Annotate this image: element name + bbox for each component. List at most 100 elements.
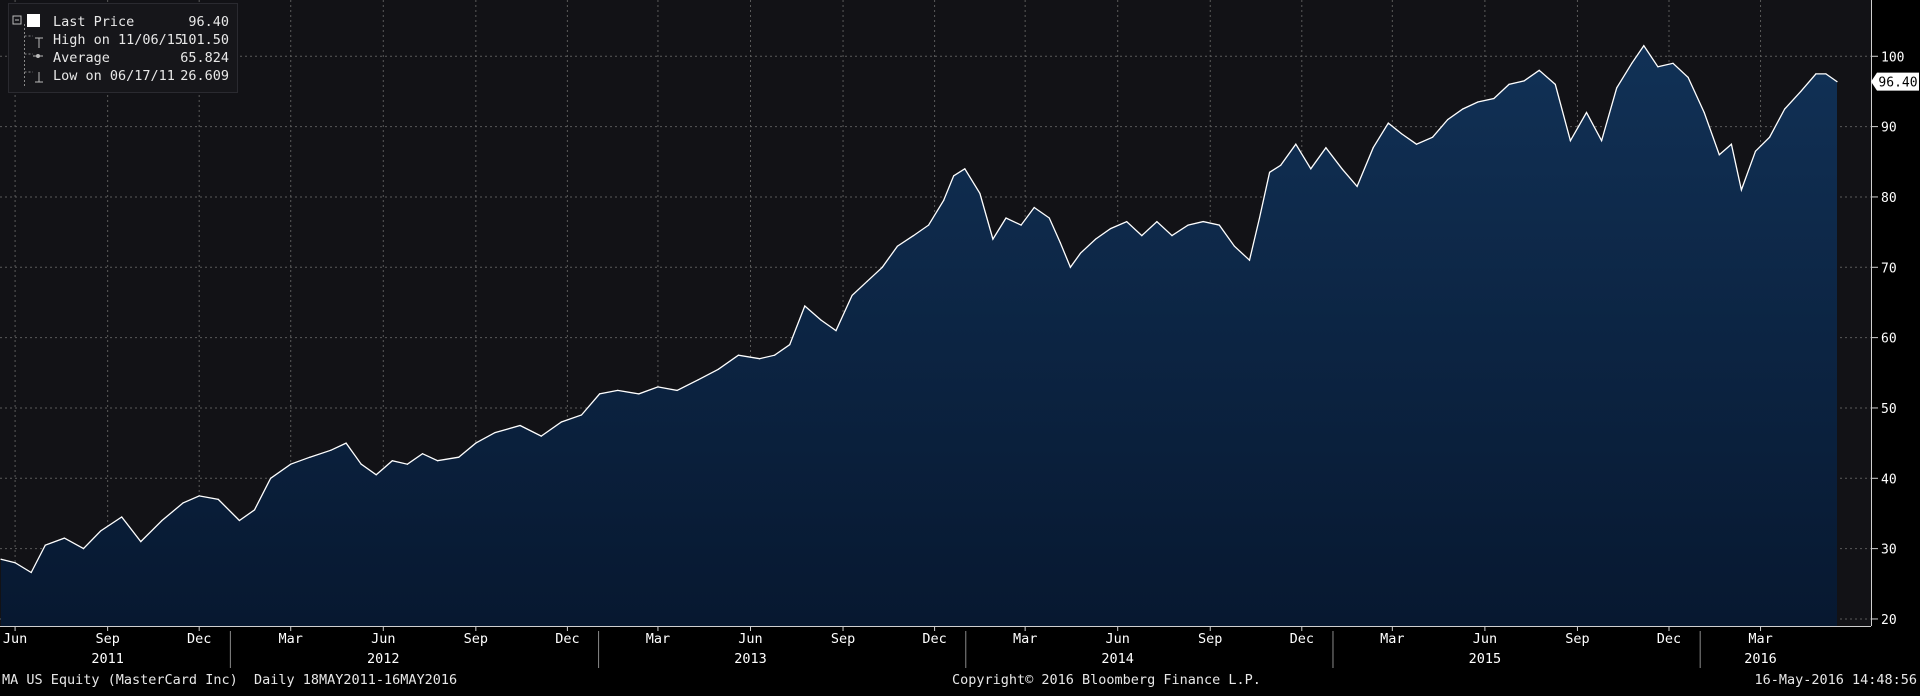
price-point	[1718, 154, 1720, 156]
price-point	[580, 414, 583, 416]
price-point	[943, 199, 945, 202]
price-point	[1110, 227, 1112, 230]
x-month-label: Jun	[738, 631, 762, 647]
price-point	[0, 558, 2, 560]
price-point	[1156, 220, 1158, 223]
price-point	[992, 238, 994, 240]
price-point	[1585, 111, 1588, 114]
x-axis: Jun Sep Dec Mar Jun Sep Dec Mar Jun Sep Dec Mar Jun S…	[3, 626, 1777, 668]
price-point	[1825, 73, 1827, 75]
price-point	[1616, 87, 1618, 89]
ticker-label: MA US Equity (MasterCard Inc)	[2, 672, 238, 688]
legend-tree-icon	[12, 14, 43, 86]
price-point	[866, 280, 868, 282]
price-point	[1768, 136, 1771, 138]
x-year-label: 2015	[1469, 651, 1502, 667]
price-point	[676, 389, 678, 391]
x-month-label: Mar	[646, 631, 670, 647]
price-point	[1400, 133, 1402, 135]
price-point	[1740, 189, 1743, 191]
price-point	[912, 235, 915, 237]
last-price-tag-label: 96.40	[1878, 76, 1917, 91]
price-point	[290, 463, 292, 465]
price-point	[140, 540, 142, 543]
price-point	[1233, 245, 1235, 247]
price-point	[1754, 150, 1757, 152]
price-point	[1141, 235, 1143, 237]
price-point	[1730, 143, 1732, 145]
x-month-label: Mar	[1748, 631, 1772, 647]
x-month-label: Jun	[371, 631, 395, 647]
x-month-label: Sep	[1198, 631, 1222, 647]
price-point	[44, 544, 46, 546]
x-month-label: Dec	[922, 631, 946, 647]
price-point	[851, 294, 853, 297]
price-point	[238, 519, 241, 522]
price-point	[1447, 118, 1449, 121]
x-year-label: 2012	[367, 651, 400, 667]
price-point	[737, 354, 740, 356]
price-point	[1126, 220, 1128, 223]
price-point	[1356, 185, 1358, 187]
price-point	[1048, 217, 1050, 219]
price-point	[494, 431, 496, 434]
price-point	[1836, 80, 1838, 83]
footer-timestamp: 16-May-2016 14:48:56	[1754, 672, 1917, 688]
price-point	[421, 453, 424, 455]
legend-label: Last Price	[53, 14, 135, 30]
price-point	[330, 449, 332, 451]
price-point	[697, 379, 699, 381]
last-price-tag-shape	[1871, 72, 1919, 91]
right-axis-background	[1871, 0, 1920, 692]
price-point	[896, 245, 898, 247]
price-point	[345, 442, 347, 444]
price-point	[1687, 76, 1689, 78]
y-tick-label: 30	[1881, 543, 1897, 558]
price-point	[1657, 66, 1659, 68]
price-point	[1005, 217, 1007, 219]
price-point	[1523, 80, 1525, 82]
price-point	[406, 463, 409, 465]
price-point	[161, 519, 163, 522]
y-tick-label: 70	[1881, 261, 1897, 276]
price-point	[1462, 108, 1464, 110]
price-point	[638, 393, 640, 395]
chart-legend: Last Price 96.40 High on 11/06/15 101.50…	[8, 3, 238, 93]
price-point	[1784, 108, 1786, 110]
price-point	[881, 266, 883, 268]
price-point	[1094, 238, 1097, 240]
price-point	[1033, 206, 1035, 209]
price-point	[1069, 266, 1072, 268]
price-point	[1431, 136, 1434, 138]
y-tick-label: 20	[1881, 613, 1897, 628]
price-point	[835, 329, 837, 332]
price-point	[1079, 252, 1082, 254]
footer-ticker: MA US Equity (MasterCard Inc) Daily 18MA…	[2, 670, 457, 690]
plot-lower-band	[0, 626, 1871, 670]
x-month-label: Mar	[279, 631, 303, 647]
x-month-label: Jun	[1105, 631, 1129, 647]
footer-copyright: Copyright© 2016 Bloomberg Finance L.P.	[952, 672, 1261, 688]
price-point	[1800, 90, 1802, 93]
price-point	[657, 386, 659, 388]
price-point	[391, 460, 393, 462]
price-point	[1187, 224, 1189, 226]
price-point	[1508, 83, 1510, 86]
price-point	[1258, 217, 1261, 219]
price-point	[1672, 62, 1674, 64]
price-point	[519, 424, 521, 427]
price-point	[182, 502, 184, 504]
y-tick-label: 60	[1881, 332, 1897, 347]
legend-value: 96.40	[188, 14, 229, 30]
legend-entry: Low on 06/17/11 26.609	[45, 67, 229, 85]
x-month-label: Dec	[1290, 631, 1314, 647]
legend-value: 101.50	[180, 32, 229, 48]
price-point	[1815, 73, 1817, 75]
y-tick-label: 90	[1881, 121, 1897, 136]
price-point	[1341, 168, 1343, 170]
price-point	[953, 175, 955, 177]
price-point	[1703, 111, 1705, 114]
price-point	[1280, 164, 1282, 166]
x-month-label: Sep	[464, 631, 488, 647]
